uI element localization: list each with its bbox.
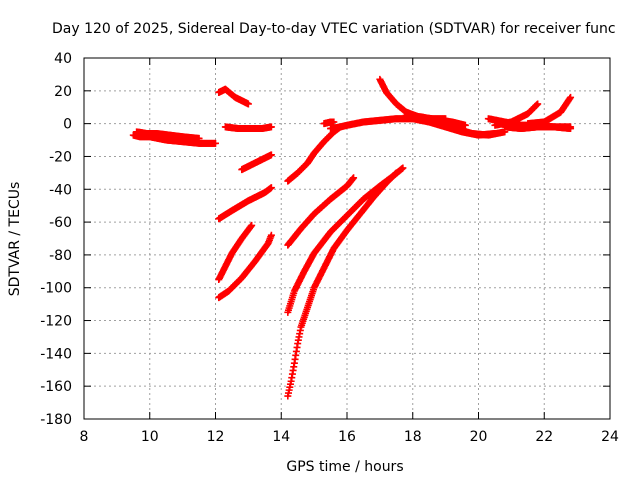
x-tick-label: 10 — [141, 429, 159, 445]
y-tick-label: -120 — [40, 314, 72, 330]
data-point — [267, 151, 275, 159]
data-point — [392, 169, 400, 177]
x-tick-label: 22 — [535, 429, 553, 445]
data-point — [330, 118, 338, 126]
series-s7 — [215, 221, 256, 284]
series-s6 — [215, 184, 275, 223]
y-tick-label: 0 — [63, 117, 72, 133]
data-point — [267, 231, 275, 239]
series-s14 — [320, 118, 338, 128]
series-s5 — [238, 151, 275, 174]
data-point — [244, 100, 252, 108]
x-tick-label: 8 — [80, 429, 89, 445]
data-point — [195, 134, 203, 142]
x-tick-label: 24 — [601, 429, 619, 445]
series-s3 — [215, 85, 252, 108]
series-s20 — [524, 93, 575, 128]
axis-ticks: 8 10 12 14 16 18 20 22 24 40 20 0 -20 -40 -60 -80 -100 -1… — [40, 51, 619, 445]
y-tick-label: -20 — [49, 149, 72, 165]
series-s10 — [284, 174, 358, 249]
data-point — [248, 221, 256, 229]
x-tick-label: 20 — [470, 429, 488, 445]
series-s4 — [221, 123, 275, 133]
data-point — [461, 121, 469, 129]
y-tick-label: -60 — [49, 215, 72, 231]
y-tick-label: -80 — [49, 248, 72, 264]
series-s8 — [215, 231, 275, 302]
data-point — [267, 184, 275, 192]
data-point — [350, 174, 358, 182]
data-point — [399, 164, 407, 172]
data-series — [129, 75, 575, 400]
series-s12 — [284, 169, 400, 400]
data-point — [212, 139, 219, 147]
x-tick-label: 16 — [338, 429, 356, 445]
y-tick-label: -180 — [40, 412, 72, 428]
chart-title: Day 120 of 2025, Sidereal Day-to-day VTE… — [52, 21, 616, 37]
y-tick-label: -40 — [49, 182, 72, 198]
data-point — [267, 123, 275, 131]
x-tick-label: 14 — [272, 429, 290, 445]
x-tick-label: 12 — [207, 429, 225, 445]
grid-lines — [84, 58, 610, 419]
y-tick-label: -160 — [40, 379, 72, 395]
y-tick-label: -100 — [40, 281, 72, 297]
y-tick-label: 20 — [54, 84, 72, 100]
series-s19 — [491, 100, 542, 129]
y-tick-label: -140 — [40, 346, 72, 362]
y-tick-label: 40 — [54, 51, 72, 67]
data-point — [567, 93, 575, 101]
x-axis-title: GPS time / hours — [286, 459, 403, 475]
x-tick-label: 18 — [404, 429, 422, 445]
series-s21 — [501, 123, 575, 133]
data-point — [567, 123, 575, 131]
series-s2 — [133, 128, 203, 142]
series-s17 — [435, 116, 469, 129]
data-point — [534, 100, 542, 108]
y-axis-title: SDTVAR / TECUs — [7, 182, 23, 297]
